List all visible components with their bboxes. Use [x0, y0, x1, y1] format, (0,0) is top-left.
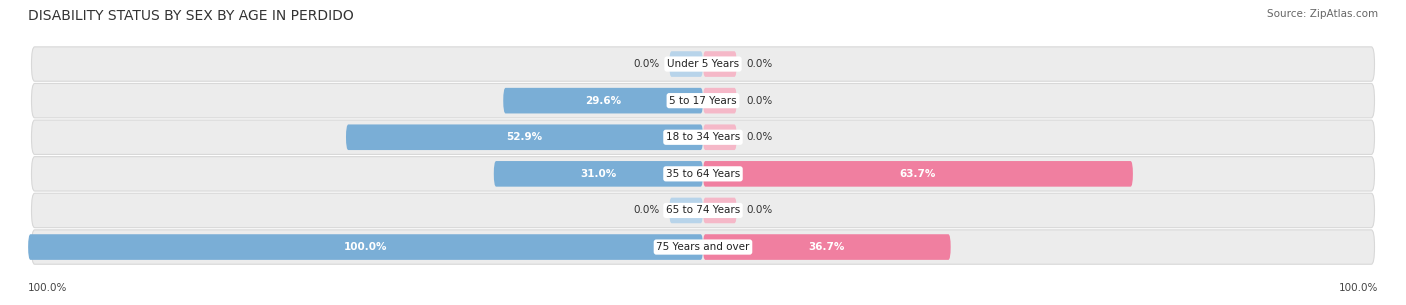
Text: 0.0%: 0.0% — [633, 206, 659, 215]
Text: 0.0%: 0.0% — [747, 132, 773, 142]
Text: 63.7%: 63.7% — [900, 169, 936, 179]
FancyBboxPatch shape — [31, 120, 1375, 154]
Text: Source: ZipAtlas.com: Source: ZipAtlas.com — [1267, 9, 1378, 19]
Text: 75 Years and over: 75 Years and over — [657, 242, 749, 252]
Text: 0.0%: 0.0% — [633, 59, 659, 69]
Text: DISABILITY STATUS BY SEX BY AGE IN PERDIDO: DISABILITY STATUS BY SEX BY AGE IN PERDI… — [28, 9, 354, 23]
FancyBboxPatch shape — [346, 124, 703, 150]
Text: 35 to 64 Years: 35 to 64 Years — [666, 169, 740, 179]
FancyBboxPatch shape — [669, 198, 703, 223]
Text: 5 to 17 Years: 5 to 17 Years — [669, 96, 737, 106]
FancyBboxPatch shape — [503, 88, 703, 113]
FancyBboxPatch shape — [703, 198, 737, 223]
FancyBboxPatch shape — [31, 157, 1375, 191]
Text: 100.0%: 100.0% — [344, 242, 387, 252]
FancyBboxPatch shape — [28, 234, 703, 260]
Text: 36.7%: 36.7% — [808, 242, 845, 252]
Text: 0.0%: 0.0% — [747, 59, 773, 69]
Text: 18 to 34 Years: 18 to 34 Years — [666, 132, 740, 142]
FancyBboxPatch shape — [31, 47, 1375, 81]
Text: 100.0%: 100.0% — [28, 283, 67, 293]
FancyBboxPatch shape — [31, 230, 1375, 264]
Text: Under 5 Years: Under 5 Years — [666, 59, 740, 69]
FancyBboxPatch shape — [494, 161, 703, 187]
Text: 65 to 74 Years: 65 to 74 Years — [666, 206, 740, 215]
Text: 0.0%: 0.0% — [747, 206, 773, 215]
Text: 100.0%: 100.0% — [1339, 283, 1378, 293]
FancyBboxPatch shape — [703, 234, 950, 260]
Text: 0.0%: 0.0% — [747, 96, 773, 106]
FancyBboxPatch shape — [703, 51, 737, 77]
Text: 31.0%: 31.0% — [581, 169, 616, 179]
FancyBboxPatch shape — [703, 88, 737, 113]
Text: 29.6%: 29.6% — [585, 96, 621, 106]
FancyBboxPatch shape — [669, 51, 703, 77]
Text: 52.9%: 52.9% — [506, 132, 543, 142]
FancyBboxPatch shape — [703, 124, 737, 150]
FancyBboxPatch shape — [703, 161, 1133, 187]
FancyBboxPatch shape — [31, 193, 1375, 228]
FancyBboxPatch shape — [31, 84, 1375, 118]
